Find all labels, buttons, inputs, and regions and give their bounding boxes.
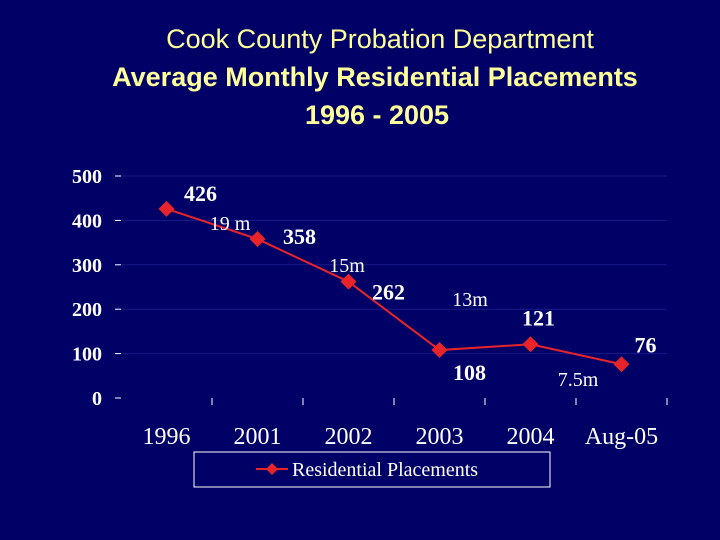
x-tick-label: Aug-05 xyxy=(585,424,658,450)
legend-box xyxy=(193,451,551,488)
title-line: Average Monthly Residential Placements xyxy=(112,62,638,92)
x-tick-label: 2001 xyxy=(234,424,282,450)
title-line: Cook County Probation Department xyxy=(166,24,594,54)
y-tick-label: 100 xyxy=(72,344,102,366)
x-tick-label: 1996 xyxy=(143,424,191,450)
marker xyxy=(249,231,266,248)
y-tick-label: 200 xyxy=(72,299,102,321)
x-tick-label: 2003 xyxy=(416,424,464,450)
annotation: 15m xyxy=(329,255,365,277)
line xyxy=(166,207,622,366)
marker xyxy=(431,342,448,359)
value-label: 426 xyxy=(184,181,217,206)
annotation: 7.5m xyxy=(558,369,599,391)
annotation: 19 m xyxy=(210,213,251,235)
title-line: 1996 - 2005 xyxy=(305,100,449,130)
x-tick-label: 2004 xyxy=(507,424,555,450)
legend-label: Residential Placements xyxy=(292,459,478,481)
x-tick-label: 2002 xyxy=(325,424,373,450)
marker xyxy=(340,273,357,290)
marker xyxy=(158,200,175,217)
value-label: 121 xyxy=(522,305,555,330)
y-tick-label: 500 xyxy=(72,166,102,188)
legend-marker xyxy=(266,463,278,475)
y-tick-label: 0 xyxy=(92,388,102,410)
value-label: 76 xyxy=(635,332,657,357)
marker xyxy=(613,356,630,373)
value-label: 108 xyxy=(453,360,486,385)
marker xyxy=(522,336,539,353)
value-label: 358 xyxy=(283,224,316,249)
y-tick-label: 300 xyxy=(72,255,102,277)
y-tick-label: 400 xyxy=(72,210,102,232)
value-label: 262 xyxy=(372,280,405,305)
annotation: 13m xyxy=(452,289,488,311)
